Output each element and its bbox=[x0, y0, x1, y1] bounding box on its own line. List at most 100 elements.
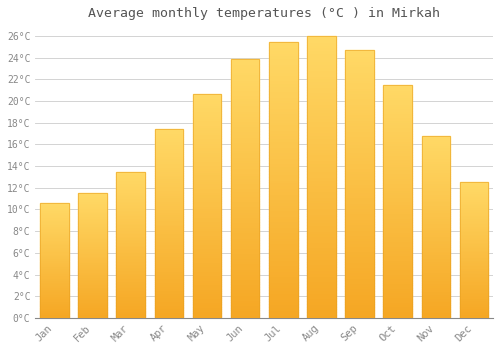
Bar bbox=[307, 228, 336, 231]
Bar bbox=[422, 223, 450, 225]
Bar bbox=[116, 182, 145, 183]
Bar bbox=[384, 180, 412, 183]
Bar bbox=[116, 172, 145, 318]
Bar bbox=[192, 289, 222, 291]
Bar bbox=[384, 299, 412, 302]
Bar bbox=[269, 230, 298, 232]
Bar bbox=[231, 103, 260, 105]
Bar bbox=[40, 217, 68, 218]
Bar bbox=[231, 230, 260, 232]
Bar bbox=[231, 188, 260, 191]
Bar bbox=[116, 204, 145, 205]
Bar bbox=[384, 306, 412, 309]
Bar bbox=[154, 263, 183, 265]
Bar bbox=[460, 307, 488, 308]
Bar bbox=[231, 219, 260, 222]
Bar bbox=[307, 87, 336, 90]
Bar bbox=[116, 220, 145, 221]
Bar bbox=[78, 271, 107, 272]
Bar bbox=[231, 276, 260, 279]
Bar bbox=[154, 304, 183, 307]
Bar bbox=[307, 202, 336, 205]
Bar bbox=[384, 253, 412, 255]
Bar bbox=[269, 75, 298, 77]
Bar bbox=[78, 297, 107, 298]
Bar bbox=[345, 165, 374, 168]
Bar bbox=[422, 158, 450, 160]
Bar bbox=[345, 104, 374, 106]
Bar bbox=[192, 262, 222, 264]
Bar bbox=[422, 180, 450, 181]
Bar bbox=[40, 298, 68, 300]
Bar bbox=[345, 256, 374, 259]
Bar bbox=[116, 224, 145, 226]
Bar bbox=[345, 259, 374, 262]
Bar bbox=[422, 194, 450, 196]
Bar bbox=[422, 160, 450, 161]
Bar bbox=[192, 203, 222, 206]
Bar bbox=[307, 281, 336, 284]
Bar bbox=[78, 204, 107, 206]
Bar bbox=[154, 167, 183, 169]
Bar bbox=[154, 271, 183, 273]
Bar bbox=[307, 166, 336, 169]
Bar bbox=[422, 256, 450, 258]
Bar bbox=[231, 72, 260, 75]
Bar bbox=[40, 313, 68, 314]
Bar bbox=[116, 270, 145, 271]
Bar bbox=[307, 73, 336, 76]
Bar bbox=[154, 142, 183, 145]
Bar bbox=[78, 252, 107, 253]
Bar bbox=[154, 289, 183, 292]
Bar bbox=[345, 235, 374, 238]
Bar bbox=[78, 197, 107, 198]
Bar bbox=[269, 227, 298, 230]
Bar bbox=[78, 247, 107, 248]
Bar bbox=[231, 261, 260, 264]
Bar bbox=[460, 207, 488, 208]
Bar bbox=[269, 194, 298, 196]
Bar bbox=[40, 317, 68, 318]
Bar bbox=[307, 278, 336, 281]
Bar bbox=[116, 208, 145, 210]
Bar bbox=[460, 212, 488, 214]
Bar bbox=[269, 47, 298, 50]
Bar bbox=[192, 235, 222, 237]
Bar bbox=[40, 276, 68, 278]
Bar bbox=[345, 224, 374, 227]
Bar bbox=[116, 172, 145, 318]
Bar bbox=[307, 126, 336, 129]
Bar bbox=[307, 62, 336, 64]
Bar bbox=[460, 315, 488, 316]
Bar bbox=[269, 141, 298, 144]
Bar bbox=[231, 235, 260, 238]
Bar bbox=[192, 253, 222, 255]
Bar bbox=[345, 208, 374, 211]
Bar bbox=[116, 267, 145, 268]
Bar bbox=[192, 241, 222, 244]
Bar bbox=[422, 243, 450, 245]
Bar bbox=[460, 222, 488, 223]
Bar bbox=[460, 291, 488, 292]
Bar bbox=[40, 232, 68, 233]
Bar bbox=[307, 140, 336, 143]
Bar bbox=[384, 194, 412, 197]
Bar bbox=[460, 264, 488, 265]
Bar bbox=[78, 218, 107, 219]
Bar bbox=[460, 279, 488, 280]
Bar bbox=[78, 309, 107, 310]
Bar bbox=[384, 136, 412, 139]
Bar bbox=[192, 199, 222, 201]
Bar bbox=[307, 295, 336, 298]
Bar bbox=[231, 69, 260, 72]
Bar bbox=[422, 138, 450, 139]
Bar bbox=[384, 178, 412, 180]
Bar bbox=[78, 300, 107, 302]
Bar bbox=[460, 300, 488, 302]
Bar bbox=[116, 294, 145, 296]
Bar bbox=[269, 149, 298, 152]
Bar bbox=[345, 200, 374, 203]
Bar bbox=[460, 227, 488, 229]
Bar bbox=[422, 267, 450, 269]
Bar bbox=[345, 189, 374, 192]
